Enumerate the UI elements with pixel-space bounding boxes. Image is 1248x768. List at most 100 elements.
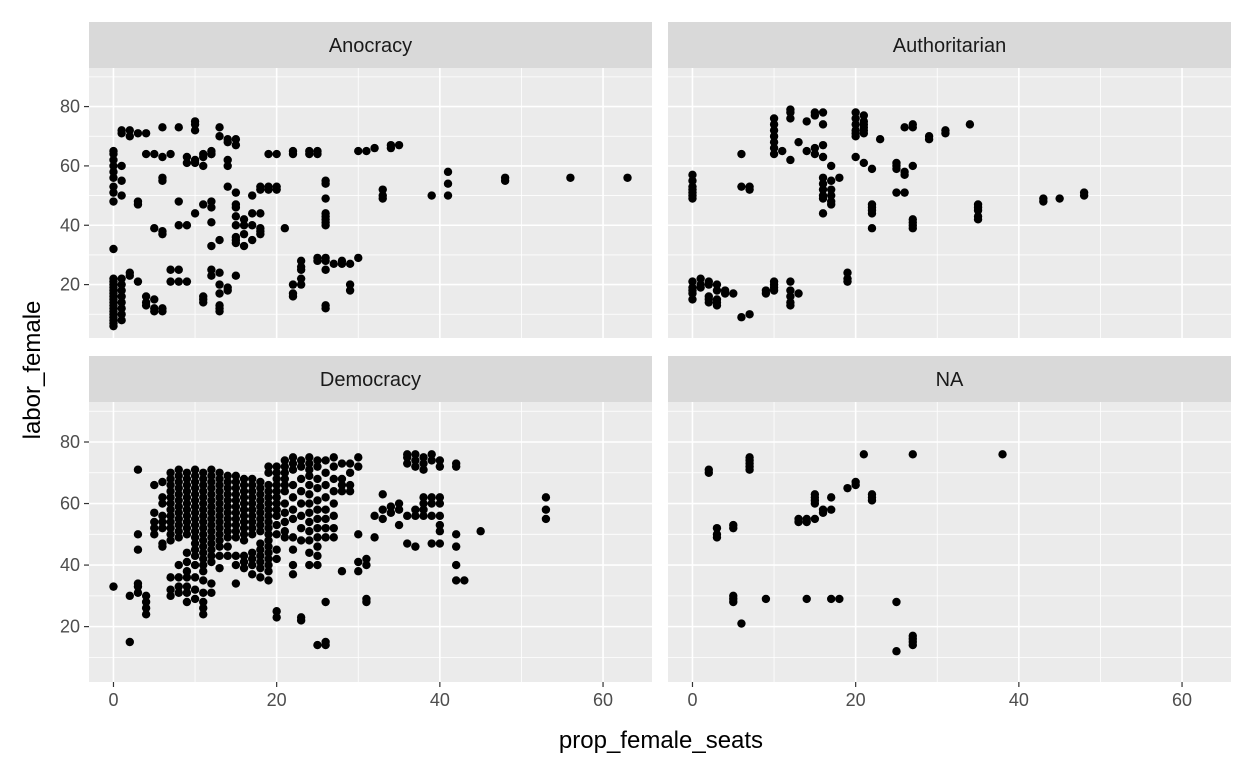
data-point	[117, 274, 126, 283]
data-point	[280, 533, 290, 542]
data-point	[231, 483, 241, 493]
data-point	[150, 224, 159, 233]
data-point	[892, 647, 901, 656]
data-point	[729, 289, 738, 298]
data-point	[199, 511, 208, 521]
data-point	[704, 298, 713, 307]
facet-democracy: Democracy 20 40 60 80 0 20 40 60	[60, 356, 652, 710]
data-point	[419, 465, 428, 474]
data-point	[296, 265, 306, 274]
data-point	[158, 477, 167, 487]
data-point	[321, 304, 330, 313]
data-point	[109, 146, 118, 156]
data-point	[166, 573, 175, 582]
data-point	[223, 182, 232, 191]
data-point	[215, 468, 224, 477]
data-point	[345, 280, 355, 289]
data-point	[296, 523, 306, 533]
data-point	[354, 530, 363, 539]
data-point	[141, 597, 151, 607]
data-point	[826, 191, 836, 200]
data-point	[321, 194, 330, 203]
data-point	[688, 295, 697, 304]
data-point	[859, 111, 869, 120]
facet-strip	[89, 356, 652, 402]
data-point	[321, 640, 330, 650]
data-point	[411, 511, 420, 521]
data-point	[190, 545, 200, 554]
data-point	[215, 511, 224, 521]
data-point	[403, 539, 412, 548]
data-point	[223, 490, 232, 499]
data-point	[370, 533, 379, 542]
data-point	[280, 508, 290, 517]
data-point	[321, 265, 330, 274]
data-point	[443, 179, 453, 188]
data-point	[174, 465, 183, 474]
data-point	[182, 468, 192, 477]
data-point	[231, 527, 241, 536]
data-point	[329, 462, 338, 471]
data-point	[411, 456, 420, 465]
data-point	[207, 149, 216, 159]
data-point	[109, 188, 118, 197]
data-point	[199, 603, 208, 613]
data-point	[215, 530, 224, 539]
data-point	[908, 640, 917, 650]
data-point	[272, 185, 281, 194]
data-point	[411, 450, 420, 459]
data-point	[215, 132, 224, 141]
data-point	[288, 465, 298, 474]
data-point	[378, 505, 387, 514]
data-point	[223, 496, 232, 505]
data-point	[362, 597, 371, 607]
data-point	[231, 496, 241, 505]
data-point	[305, 453, 314, 462]
data-point	[117, 280, 126, 289]
data-point	[272, 505, 281, 514]
panel-background	[89, 402, 652, 682]
data-point	[199, 517, 208, 527]
data-point	[150, 530, 159, 539]
data-point	[321, 514, 330, 524]
data-point	[329, 474, 338, 484]
data-point	[729, 597, 738, 607]
data-point	[150, 508, 159, 517]
data-point	[215, 307, 224, 316]
data-point	[419, 499, 428, 508]
data-point	[182, 152, 192, 162]
data-point	[174, 514, 183, 524]
data-point	[867, 209, 877, 218]
data-point	[264, 567, 273, 576]
data-point	[239, 536, 249, 545]
data-point	[460, 576, 469, 585]
data-point	[199, 161, 208, 171]
data-point	[435, 539, 445, 548]
data-point	[272, 462, 281, 471]
data-point	[199, 548, 208, 557]
data-point	[321, 505, 330, 514]
data-point	[190, 508, 200, 517]
data-point	[133, 582, 143, 591]
data-point	[288, 505, 298, 514]
data-point	[117, 292, 126, 301]
data-point	[231, 271, 241, 280]
data-point	[272, 468, 281, 477]
data-point	[231, 514, 241, 524]
data-point	[737, 149, 746, 159]
data-point	[411, 505, 420, 514]
data-point	[435, 511, 445, 521]
data-point	[150, 517, 159, 527]
data-point	[207, 588, 216, 597]
data-point	[207, 218, 216, 227]
data-point	[802, 146, 811, 156]
data-point	[419, 511, 428, 521]
data-point	[288, 493, 298, 502]
data-point	[174, 477, 183, 487]
data-point	[778, 146, 787, 156]
data-point	[313, 149, 322, 159]
data-point	[761, 594, 771, 604]
data-point	[182, 548, 192, 557]
data-point	[826, 176, 836, 185]
data-point	[354, 557, 363, 567]
